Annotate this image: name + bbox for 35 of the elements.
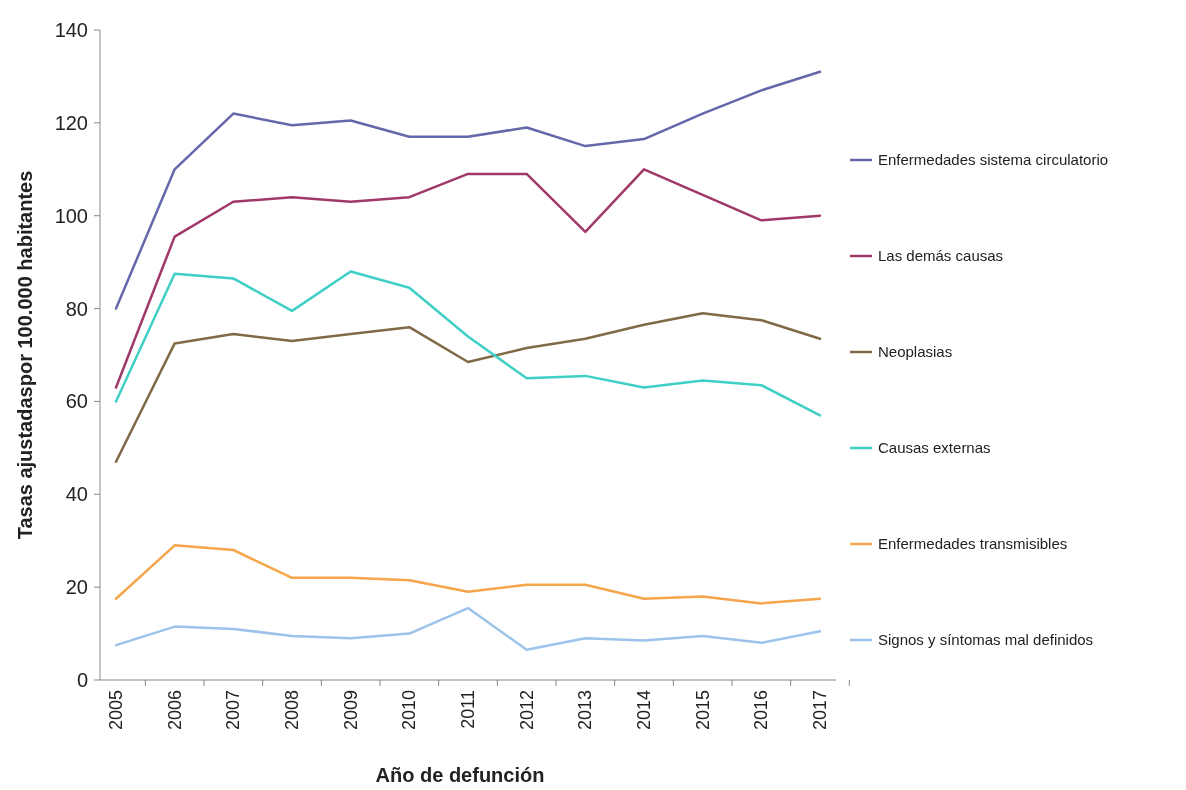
y-tick-label: 120 xyxy=(54,111,88,134)
line-series xyxy=(114,606,822,652)
x-tick-label: 2014 xyxy=(634,690,654,731)
x-tick-label: 2012 xyxy=(516,690,537,731)
line-series xyxy=(114,544,822,605)
x-tick-label: 2008 xyxy=(282,690,302,731)
line-series xyxy=(114,270,822,417)
y-tick-label: 80 xyxy=(65,297,88,320)
x-tick-label: 2006 xyxy=(164,690,185,731)
legend-label: Causas externas xyxy=(878,439,991,457)
y-tick-label: 20 xyxy=(65,576,88,599)
y-tick-label: 60 xyxy=(65,390,88,413)
x-tick-label: 2017 xyxy=(810,690,830,731)
y-axis-title: Tasas ajustadaspor 100.000 habitantes xyxy=(14,170,36,540)
line-series xyxy=(114,70,822,310)
x-tick-label: 2005 xyxy=(106,690,126,731)
legend-label: Enfermedades sistema circulatorio xyxy=(878,151,1109,169)
legend-label: Enfermedades transmisibles xyxy=(878,535,1068,553)
x-tick-label: 2016 xyxy=(751,690,772,731)
line-series xyxy=(114,311,822,464)
x-tick-label: 2010 xyxy=(399,690,420,731)
y-tick-label: 40 xyxy=(65,483,88,506)
legend-label: Las demás causas xyxy=(878,247,1004,265)
x-tick-label: 2015 xyxy=(692,690,713,731)
legend-label: Neoplasias xyxy=(878,343,953,361)
x-tick-label: 2009 xyxy=(340,690,361,731)
x-tick-label: 2007 xyxy=(223,690,244,731)
x-tick-label: 2013 xyxy=(575,690,596,731)
y-tick-label: 100 xyxy=(54,204,88,227)
line-series xyxy=(114,168,822,389)
y-tick-label: 140 xyxy=(54,19,88,41)
legend-label: Signos y síntomas mal definidos xyxy=(878,631,1094,649)
x-axis-title: Año de defunción xyxy=(375,764,545,786)
x-tick-label: 2011 xyxy=(458,690,478,729)
y-tick-label: 0 xyxy=(76,669,88,691)
